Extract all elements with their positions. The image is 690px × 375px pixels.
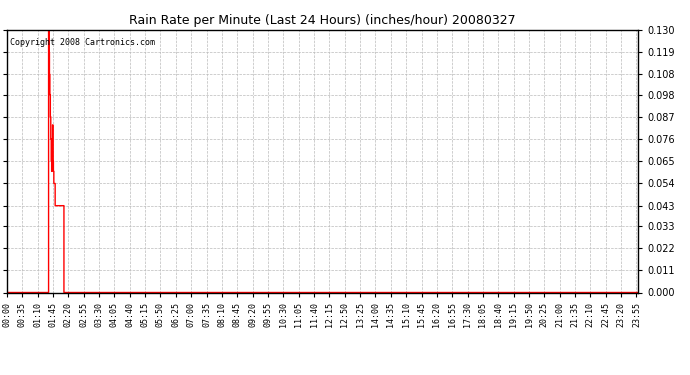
- Title: Rain Rate per Minute (Last 24 Hours) (inches/hour) 20080327: Rain Rate per Minute (Last 24 Hours) (in…: [129, 15, 516, 27]
- Text: Copyright 2008 Cartronics.com: Copyright 2008 Cartronics.com: [10, 38, 155, 47]
